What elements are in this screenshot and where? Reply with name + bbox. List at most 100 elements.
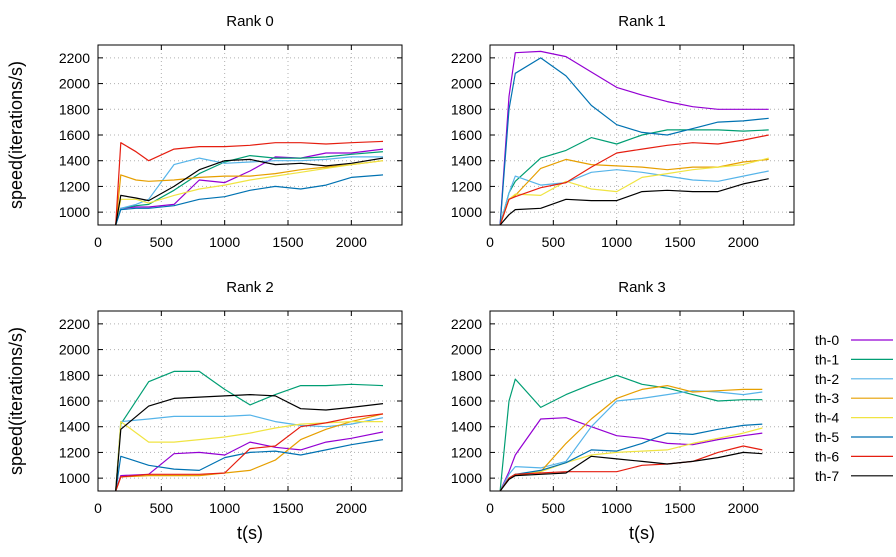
- series-line-th-4: [115, 421, 383, 491]
- y-tick-label: 1200: [451, 178, 482, 194]
- y-tick-label: 1000: [59, 204, 90, 220]
- legend-label: th-3: [815, 390, 839, 406]
- y-tick-label: 1800: [59, 367, 90, 383]
- y-tick-label: 2000: [59, 342, 90, 358]
- y-tick-label: 1600: [59, 127, 90, 143]
- series-group: [499, 374, 763, 491]
- series-line-th-6: [115, 413, 384, 491]
- y-tick-label: 1800: [451, 101, 482, 117]
- x-tick-label: 500: [150, 500, 174, 516]
- series-group: [115, 370, 384, 491]
- x-axis-label: t(s): [629, 523, 655, 543]
- series-line-th-2: [499, 390, 763, 491]
- series-line-th-0: [499, 50, 769, 225]
- series-line-th-4: [115, 160, 384, 225]
- y-tick-label: 1600: [451, 127, 482, 143]
- chart-title: Rank 1: [618, 13, 666, 30]
- legend-label: th-4: [815, 410, 839, 426]
- series-line-th-3: [499, 158, 769, 225]
- x-tick-label: 1000: [601, 500, 632, 516]
- x-tick-label: 1000: [601, 234, 632, 250]
- y-tick-label: 1000: [59, 470, 90, 486]
- x-tick-label: 0: [94, 234, 102, 250]
- y-tick-label: 1400: [451, 153, 482, 169]
- series-line-th-0: [115, 148, 384, 225]
- plot-frame: [489, 44, 795, 226]
- plot-frame: [489, 310, 795, 492]
- y-tick-label: 1600: [59, 393, 90, 409]
- series-line-th-5: [115, 174, 384, 225]
- y-tick-label: 1400: [59, 419, 90, 435]
- chart-title: Rank 0: [226, 13, 274, 30]
- legend: th-0 th-1 th-2 th-3 th-4 th-5 th-6 th-7: [815, 332, 893, 484]
- chart-title: Rank 2: [226, 279, 274, 296]
- series-line-th-4: [499, 157, 769, 225]
- x-tick-label: 2000: [728, 234, 759, 250]
- x-tick-label: 0: [486, 234, 494, 250]
- series-line-th-2: [499, 169, 769, 225]
- series-line-th-7: [499, 451, 763, 491]
- legend-label: th-2: [815, 371, 839, 387]
- series-line-th-6: [115, 140, 384, 225]
- x-tick-label: 500: [150, 234, 174, 250]
- y-tick-label: 1400: [59, 153, 90, 169]
- series-line-th-0: [499, 417, 763, 491]
- x-tick-label: 1000: [209, 234, 240, 250]
- x-tick-label: 2000: [336, 500, 367, 516]
- y-tick-label: 2200: [59, 50, 90, 66]
- x-tick-label: 500: [542, 500, 566, 516]
- y-tick-label: 2000: [451, 342, 482, 358]
- series-line-th-1: [499, 374, 763, 491]
- y-tick-label: 1200: [451, 444, 482, 460]
- chart-panel-0: 1000 1200 1400 1600 1800 2000 2200 0 500 1000 1500…: [6, 13, 403, 250]
- y-tick-label: 1800: [59, 101, 90, 117]
- y-tick-label: 1000: [451, 204, 482, 220]
- x-tick-label: 0: [94, 500, 102, 516]
- y-tick-label: 2200: [451, 50, 482, 66]
- y-tick-label: 1600: [451, 393, 482, 409]
- y-tick-label: 2000: [59, 76, 90, 92]
- series-line-th-5: [115, 439, 384, 491]
- x-tick-label: 2000: [728, 500, 759, 516]
- series-line-th-7: [115, 394, 384, 491]
- series-line-th-1: [115, 370, 384, 491]
- legend-label: th-6: [815, 448, 839, 464]
- chart-title: Rank 3: [618, 279, 666, 296]
- y-tick-label: 1000: [451, 470, 482, 486]
- y-tick-label: 1400: [451, 419, 482, 435]
- x-axis-label: t(s): [237, 523, 263, 543]
- x-tick-label: 1500: [664, 234, 695, 250]
- series-group: [115, 140, 384, 225]
- chart-panel-3: 1000 1200 1400 1600 1800 2000 2200 0 500 1000 1500…: [451, 279, 795, 543]
- series-line-th-5: [499, 57, 769, 225]
- y-tick-label: 1200: [59, 444, 90, 460]
- y-tick-label: 1800: [451, 367, 482, 383]
- plot-frame: [97, 310, 403, 492]
- series-line-th-2: [115, 156, 383, 225]
- x-tick-label: 500: [542, 234, 566, 250]
- series-line-th-5: [499, 423, 763, 491]
- chart-panel-1: 1000 1200 1400 1600 1800 2000 2200 0 500 1000 1500…: [451, 13, 795, 250]
- series-line-th-3: [115, 413, 384, 491]
- x-tick-label: 0: [486, 500, 494, 516]
- series-line-th-6: [499, 134, 769, 225]
- y-tick-label: 1200: [59, 178, 90, 194]
- y-axis-label: speed(iterations/s): [6, 61, 26, 209]
- series-line-th-1: [115, 151, 384, 225]
- series-line-th-2: [115, 414, 384, 491]
- y-axis-label: speed(iterations/s): [6, 327, 26, 475]
- chart-panel-2: 1000 1200 1400 1600 1800 2000 2200 0 500 1000 1500…: [6, 279, 403, 543]
- y-tick-label: 2200: [59, 316, 90, 332]
- x-tick-label: 1500: [272, 234, 303, 250]
- series-line-th-1: [499, 129, 769, 225]
- legend-label: th-5: [815, 429, 839, 445]
- y-tick-label: 2200: [451, 316, 482, 332]
- series-line-th-7: [115, 157, 384, 225]
- series-line-th-3: [115, 160, 384, 225]
- y-tick-label: 2000: [451, 76, 482, 92]
- legend-label: th-7: [815, 468, 839, 484]
- x-tick-label: 2000: [336, 234, 367, 250]
- series-line-th-0: [115, 431, 384, 491]
- x-tick-label: 1500: [272, 500, 303, 516]
